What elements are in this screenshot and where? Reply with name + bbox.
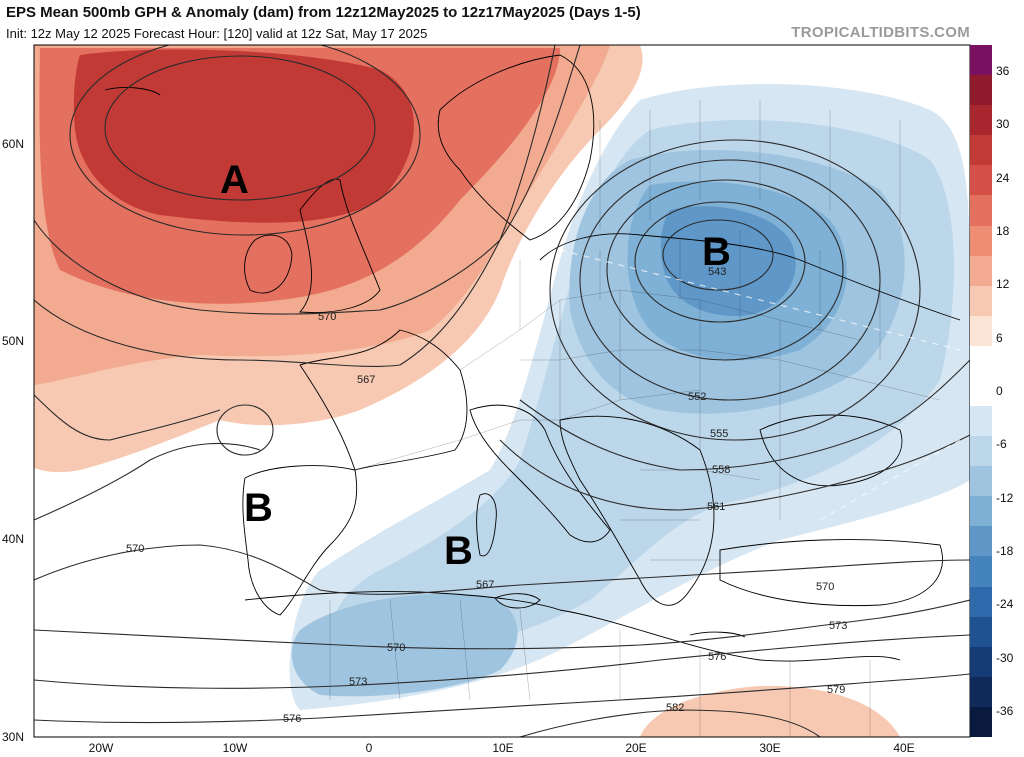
lat-label-60n: 60N <box>2 137 25 151</box>
contour-label: 567 <box>476 579 494 591</box>
brand-watermark: TROPICALTIDBITS.COM <box>791 24 970 41</box>
colorbar-segment <box>970 496 992 527</box>
colorbar-label: -24 <box>996 597 1014 612</box>
colorbar-label: 24 <box>996 170 1010 185</box>
colorbar-segment <box>970 436 992 467</box>
trough-label-B-north: B <box>702 230 731 274</box>
colorbar-segment <box>970 75 992 106</box>
contour-label: 570 <box>387 642 405 654</box>
anomaly-colorbar <box>970 45 992 738</box>
colorbar-label: -6 <box>996 437 1007 452</box>
lon-label-10e: 10E <box>492 741 514 755</box>
colorbar-segment <box>970 556 992 588</box>
lat-label-30n: 30N <box>2 730 25 744</box>
lon-label-40e: 40E <box>893 741 915 755</box>
contour-label: 582 <box>666 702 684 714</box>
colorbar-label: -12 <box>996 490 1014 505</box>
annotation-group: A B B B <box>220 158 731 573</box>
contour-label: 570 <box>318 311 336 323</box>
colorbar-segment <box>970 526 992 557</box>
lat-label-40n: 40N <box>2 532 25 546</box>
colorbar-segment <box>970 315 992 347</box>
height-contours <box>34 45 970 737</box>
contour-label: 570 <box>126 543 144 555</box>
colorbar-label: 30 <box>996 117 1010 132</box>
colorbar-segment <box>970 135 992 166</box>
contour-label: 570 <box>816 581 834 593</box>
positive-anomaly-shading-southeast <box>640 685 900 737</box>
trough-label-B-mediterranean: B <box>444 529 473 573</box>
colorbar-segment <box>970 375 992 407</box>
graticule <box>559 249 961 521</box>
colorbar-segment <box>970 105 992 136</box>
colorbar-segment <box>970 225 992 257</box>
contour-label-group: 570 567 543 552 555 558 561 570 567 570 … <box>126 266 847 725</box>
colorbar-segment <box>970 45 992 76</box>
trough-label-B-iberia: B <box>244 486 273 530</box>
lon-label-30e: 30E <box>759 741 781 755</box>
colorbar-segment <box>970 646 992 678</box>
lat-label-50n: 50N <box>2 334 25 348</box>
contour-label: 567 <box>357 374 375 386</box>
colorbar-segment <box>970 255 992 287</box>
lon-label-20e: 20E <box>625 741 647 755</box>
negative-anomaly-shading-mediterranean <box>291 593 518 697</box>
colorbar-label: -36 <box>996 704 1014 718</box>
colorbar-segment <box>970 165 992 196</box>
country-borders <box>329 100 941 737</box>
contour-label: 576 <box>708 651 726 663</box>
colorbar-segment <box>970 586 992 618</box>
colorbar-segment <box>970 676 992 708</box>
colorbar-label: 6 <box>996 330 1003 345</box>
contour-label: 558 <box>712 464 730 476</box>
colorbar-label: -30 <box>996 650 1014 665</box>
colorbar-label: 0 <box>996 384 1003 398</box>
contour-label: 552 <box>688 391 706 403</box>
colorbar-segment <box>970 345 992 377</box>
contour-label: 579 <box>827 684 845 696</box>
colorbar-label: 36 <box>996 64 1010 78</box>
colorbar-segment <box>970 406 992 437</box>
positive-anomaly-shading-core <box>73 49 414 223</box>
colorbar-segment <box>970 285 992 317</box>
lon-label-10w: 10W <box>222 741 248 755</box>
contour-label: 555 <box>710 428 728 440</box>
lon-label-20w: 20W <box>88 741 114 755</box>
ridge-label-A: A <box>220 158 249 202</box>
colorbar-label: 12 <box>996 277 1010 292</box>
lon-label-0: 0 <box>365 741 373 755</box>
contour-label: 573 <box>829 620 847 632</box>
colorbar-label: -18 <box>996 544 1014 558</box>
contour-label: 576 <box>283 713 301 725</box>
colorbar-segment <box>970 195 992 226</box>
colorbar-segment <box>970 466 992 497</box>
colorbar-segment <box>970 616 992 648</box>
colorbar-label: 18 <box>996 224 1010 238</box>
colorbar-segment <box>970 706 992 738</box>
map-subtitle: Init: 12z May 12 2025 Forecast Hour: [12… <box>6 26 428 41</box>
contour-label: 573 <box>349 676 367 688</box>
contour-label: 543 <box>708 266 726 278</box>
contour-label: 561 <box>707 501 725 513</box>
map-title: EPS Mean 500mb GPH & Anomaly (dam) from … <box>6 4 641 21</box>
